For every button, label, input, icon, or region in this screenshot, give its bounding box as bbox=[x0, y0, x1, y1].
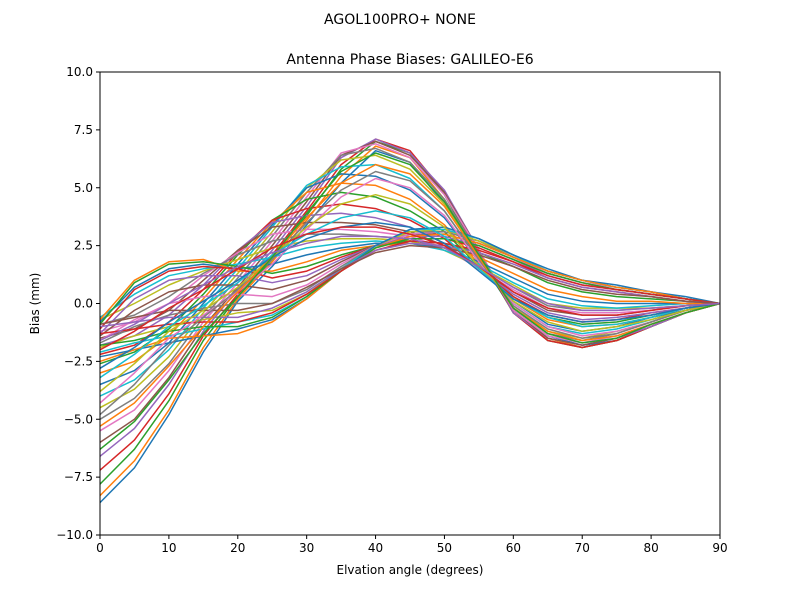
series-line-41 bbox=[99, 221, 721, 369]
y-axis-label: Bias (mm) bbox=[28, 273, 42, 335]
x-tick-label-5: 50 bbox=[437, 541, 452, 555]
y-tick-label-0: −10.0 bbox=[56, 528, 93, 542]
y-axis-ticks: −10.0 −7.5 −5.0 −2.5 0.0 2.5 5.0 7.5 10.0 bbox=[56, 65, 100, 542]
x-tick-label-6: 60 bbox=[506, 541, 521, 555]
x-tick-label-1: 10 bbox=[161, 541, 176, 555]
series-layer bbox=[99, 138, 721, 504]
chart-title: Antenna Phase Biases: GALILEO-E6 bbox=[286, 52, 533, 68]
figure-suptitle: AGOL100PRO+ NONE bbox=[324, 12, 476, 28]
x-tick-label-4: 40 bbox=[368, 541, 383, 555]
x-axis-label: Elvation angle (degrees) bbox=[337, 563, 484, 577]
series-line-42 bbox=[99, 163, 721, 427]
series-line-43 bbox=[99, 152, 721, 450]
series-line-45 bbox=[99, 235, 721, 342]
x-tick-label-9: 90 bbox=[712, 541, 727, 555]
series-line-39 bbox=[99, 193, 721, 393]
x-tick-label-7: 70 bbox=[575, 541, 590, 555]
series-line-38 bbox=[99, 170, 721, 416]
y-tick-label-4: 0.0 bbox=[74, 297, 93, 311]
x-axis-ticks: 0 10 20 30 40 50 60 70 80 90 bbox=[96, 535, 728, 555]
x-tick-label-2: 20 bbox=[230, 541, 245, 555]
series-line-37 bbox=[99, 177, 721, 404]
x-tick-label-3: 30 bbox=[299, 541, 314, 555]
y-tick-label-5: 2.5 bbox=[74, 239, 93, 253]
y-tick-label-2: −5.0 bbox=[64, 412, 93, 426]
series-line-44 bbox=[99, 226, 721, 351]
x-tick-label-8: 80 bbox=[643, 541, 658, 555]
series-line-32 bbox=[99, 233, 721, 363]
y-tick-label-7: 7.5 bbox=[74, 123, 93, 137]
y-tick-label-8: 10.0 bbox=[66, 65, 93, 79]
series-line-34 bbox=[99, 240, 721, 335]
x-tick-label-0: 0 bbox=[96, 541, 104, 555]
y-tick-label-6: 5.0 bbox=[74, 181, 93, 195]
y-tick-label-3: −2.5 bbox=[64, 354, 93, 368]
series-line-40 bbox=[99, 210, 721, 379]
series-line-13 bbox=[99, 191, 721, 365]
y-tick-label-1: −7.5 bbox=[64, 470, 93, 484]
